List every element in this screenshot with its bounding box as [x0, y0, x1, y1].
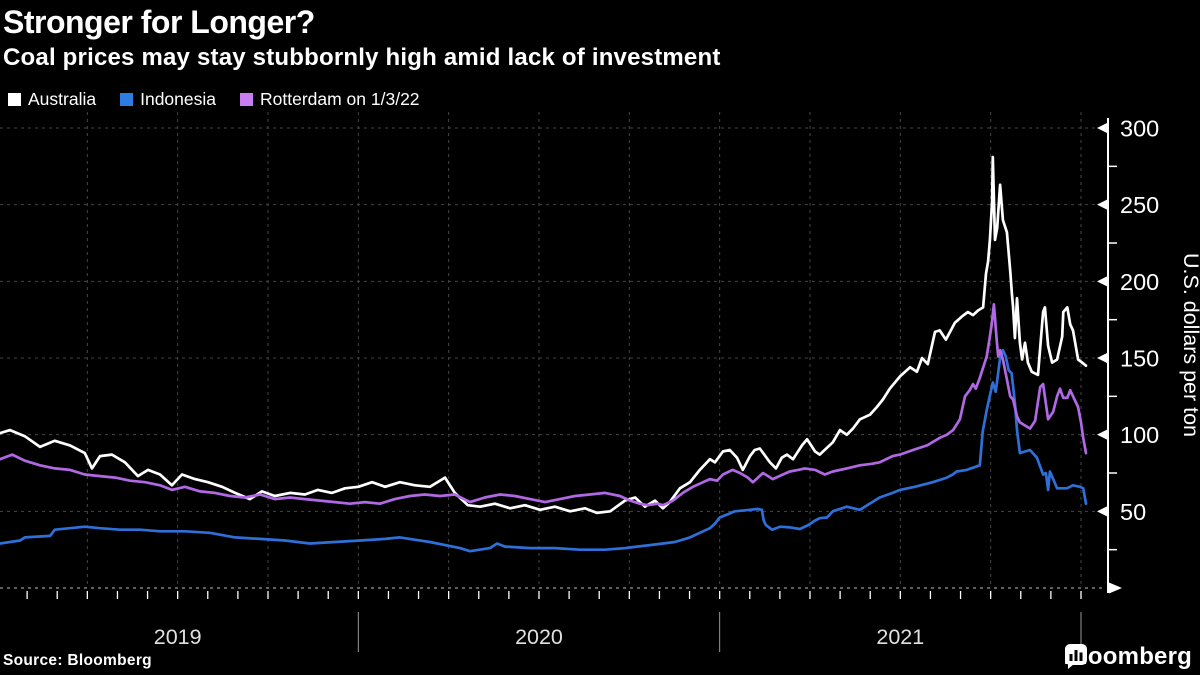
y-tick-label: 150: [1120, 346, 1159, 372]
bar-chart-bubble-icon: [1064, 644, 1087, 669]
legend-label-australia: Australia: [28, 89, 97, 109]
legend-label-indonesia: Indonesia: [140, 89, 216, 109]
legend-swatch-australia: [8, 93, 21, 106]
legend-item-australia: Australia: [8, 89, 96, 110]
bloomberg-logo: Bloomberg: [1064, 643, 1192, 671]
chart-legend: Australia Indonesia Rotterdam on 1/3/22: [8, 89, 420, 110]
legend-swatch-indonesia: [120, 93, 134, 106]
zero-baseline: [0, 582, 1122, 594]
y-tick-label: 100: [1120, 422, 1159, 448]
legend-item-rotterdam: Rotterdam on 1/3/22: [240, 89, 420, 110]
y-major-tick: [1097, 275, 1108, 287]
series-line-rotterdam-on-1-3-22: [0, 302, 1088, 507]
y-major-tick: [1097, 352, 1108, 364]
x-axis: 2019 2020 2021: [26, 591, 1082, 652]
y-major-tick: [1097, 122, 1108, 134]
y-major-tick: [1097, 429, 1108, 441]
legend-item-indonesia: Indonesia: [120, 89, 216, 110]
page-title: Stronger for Longer?: [3, 4, 315, 40]
series-line-indonesia: [0, 348, 1088, 553]
series-line-australia: [0, 155, 1088, 515]
x-year-label: 2021: [876, 625, 924, 649]
y-axis-title: U.S. dollars per ton: [1179, 253, 1200, 437]
horizontal-gridlines: [0, 127, 1106, 512]
chart-subtitle: Coal prices may stay stubbornly high ami…: [3, 44, 721, 71]
y-major-tick: [1097, 199, 1108, 211]
legend-label-rotterdam: Rotterdam on 1/3/22: [260, 89, 420, 109]
y-major-tick: [1097, 505, 1108, 517]
y-tick-label: 250: [1120, 192, 1159, 218]
legend-swatch-rotterdam: [240, 93, 253, 106]
source-credit: Source: Bloomberg: [3, 652, 152, 669]
vertical-gridlines: [86, 112, 1082, 588]
y-tick-label: 200: [1120, 269, 1159, 295]
x-year-label: 2020: [515, 625, 563, 649]
y-tick-label: 300: [1120, 116, 1159, 142]
x-year-label: 2019: [154, 625, 202, 649]
y-axis: 300 250 200 150 100 50 U.S. dollars per ton: [1097, 116, 1200, 593]
y-tick-label: 50: [1120, 499, 1146, 525]
